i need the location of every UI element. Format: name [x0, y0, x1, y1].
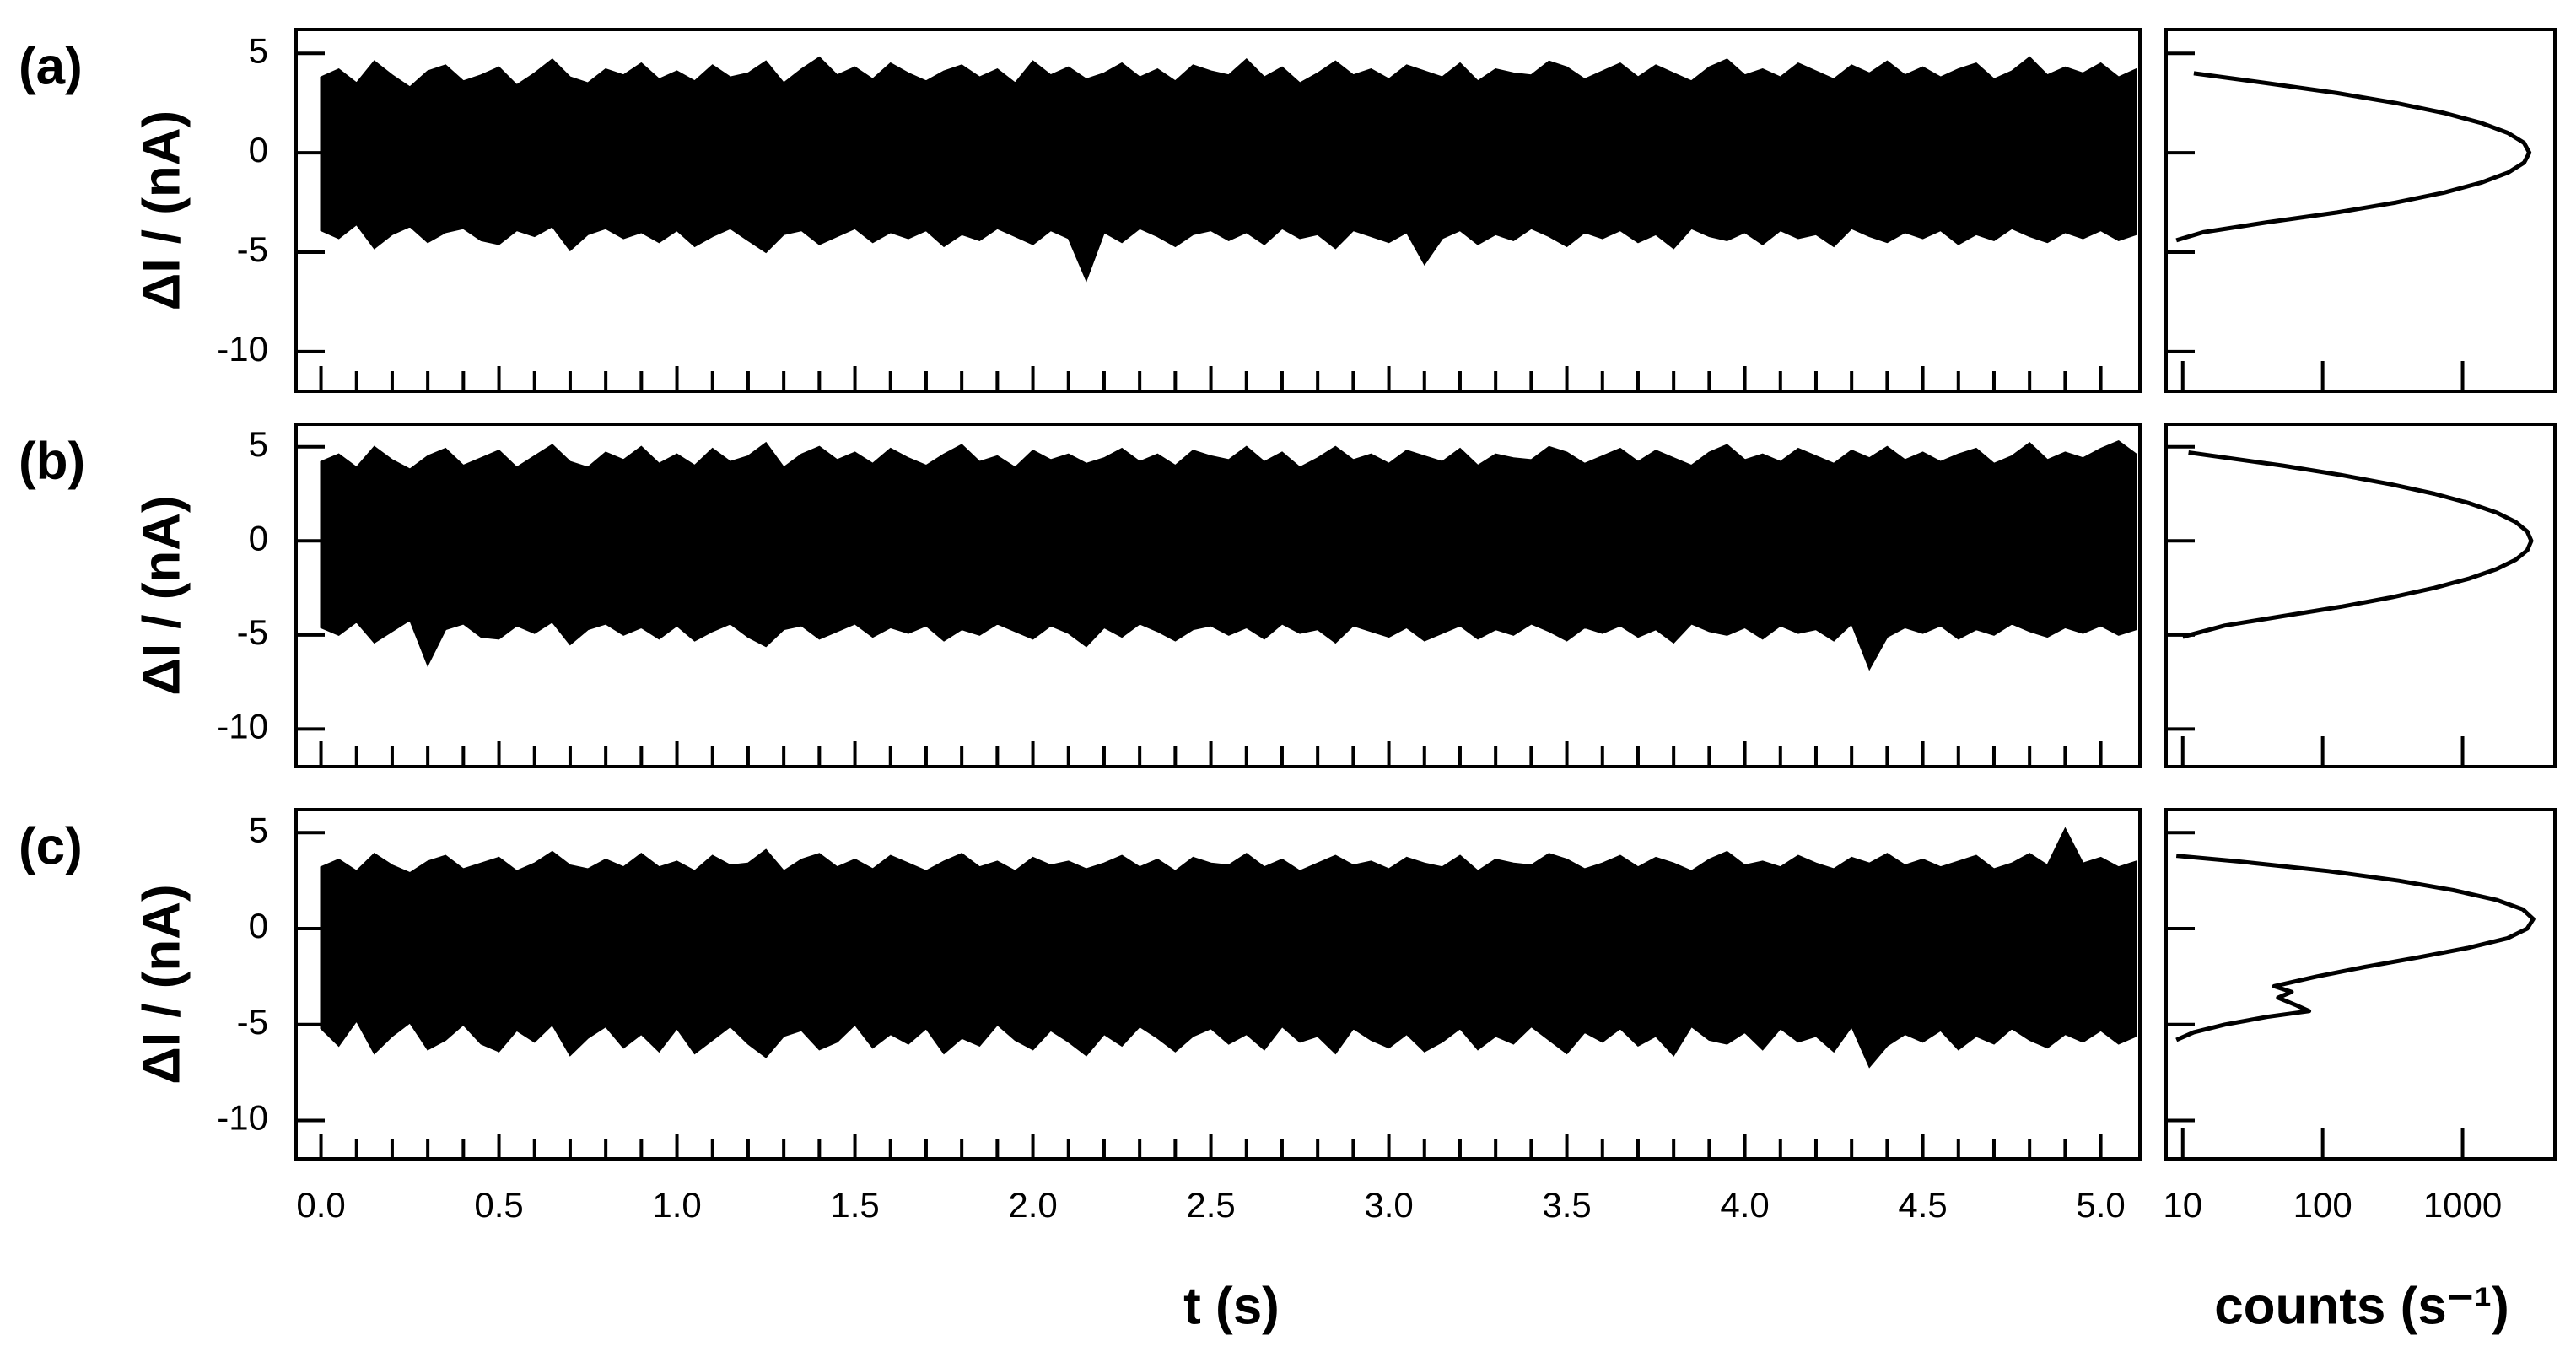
y-tick-label: 5 — [249, 424, 268, 464]
y-axis-label: ΔI / (nA) — [132, 110, 191, 310]
y-tick-label: 0 — [249, 518, 268, 557]
plot-frame — [2164, 423, 2557, 768]
plot-frame — [294, 28, 2142, 393]
plot-frame — [294, 808, 2142, 1161]
plot-frame — [2164, 808, 2557, 1161]
x-tick-label: 0.5 — [474, 1185, 523, 1225]
y-tick-label: -10 — [217, 329, 268, 369]
panel-label: (c) — [19, 817, 83, 875]
plot-frame — [294, 423, 2142, 768]
x-tick-label: 4.5 — [1898, 1185, 1947, 1225]
histogram-curve — [2182, 450, 2534, 639]
y-tick-label: -5 — [237, 612, 268, 652]
y-tick-label: 5 — [249, 30, 268, 70]
histogram-curve — [2175, 71, 2532, 243]
y-tick-label: 0 — [249, 130, 268, 170]
y-tick-label: -10 — [217, 1098, 268, 1138]
x-tick-label: 0.0 — [296, 1185, 345, 1225]
panel-label: (b) — [19, 432, 85, 490]
plot-frame — [2164, 28, 2557, 393]
y-tick-label: 5 — [249, 810, 268, 849]
x-tick-label: 2.0 — [1008, 1185, 1057, 1225]
x-tick-label: 1000 — [2423, 1185, 2502, 1225]
current-trace — [320, 827, 2137, 1069]
x-tick-label: 3.5 — [1542, 1185, 1591, 1225]
x-axis-label: counts (s⁻¹) — [2214, 1277, 2509, 1335]
histogram-curve — [2175, 854, 2536, 1042]
y-axis-label: ΔI / (nA) — [132, 884, 191, 1084]
y-tick-label: -5 — [237, 229, 268, 269]
panel-label: (a) — [19, 37, 83, 95]
x-tick-label: 2.5 — [1186, 1185, 1235, 1225]
x-tick-label: 1.5 — [830, 1185, 879, 1225]
current-trace — [320, 56, 2137, 283]
y-tick-label: -5 — [237, 1002, 268, 1042]
x-tick-label: 1.0 — [652, 1185, 701, 1225]
x-tick-label: 10 — [2163, 1185, 2202, 1225]
x-tick-label: 4.0 — [1720, 1185, 1769, 1225]
current-trace — [320, 439, 2137, 671]
x-tick-label: 3.0 — [1364, 1185, 1413, 1225]
y-axis-label: ΔI / (nA) — [132, 495, 191, 695]
x-tick-label: 100 — [2293, 1185, 2352, 1225]
y-tick-label: -10 — [217, 706, 268, 746]
y-tick-label: 0 — [249, 906, 268, 945]
x-axis-label: t (s) — [1183, 1277, 1280, 1335]
x-tick-label: 5.0 — [2076, 1185, 2125, 1225]
